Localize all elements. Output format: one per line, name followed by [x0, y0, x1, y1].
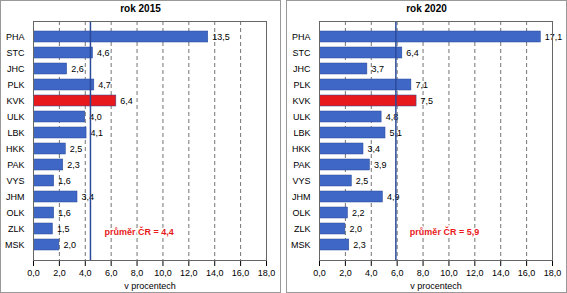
- svg-text:ULK: ULK: [7, 112, 25, 122]
- svg-text:6,4: 6,4: [120, 96, 133, 106]
- svg-text:ZLK: ZLK: [8, 224, 25, 234]
- svg-text:1,6: 1,6: [58, 176, 71, 186]
- svg-text:PHA: PHA: [6, 32, 25, 42]
- svg-text:3,7: 3,7: [371, 64, 384, 74]
- svg-text:7,1: 7,1: [415, 80, 428, 90]
- svg-text:KVK: KVK: [6, 96, 24, 106]
- svg-text:v procentech: v procentech: [410, 281, 462, 291]
- svg-text:2,0: 2,0: [53, 268, 66, 278]
- svg-text:16,0: 16,0: [518, 268, 536, 278]
- svg-text:PAK: PAK: [293, 160, 310, 170]
- svg-text:průměr ČR = 5,9: průměr ČR = 5,9: [410, 226, 479, 237]
- svg-text:3,4: 3,4: [82, 192, 95, 202]
- html-text:rok 2015: rok 2015: [120, 3, 161, 14]
- svg-text:14,0: 14,0: [492, 268, 510, 278]
- svg-text:10,0: 10,0: [440, 268, 458, 278]
- svg-text:4,6: 4,6: [97, 48, 110, 58]
- svg-text:MSK: MSK: [291, 240, 311, 250]
- svg-text:v procentech: v procentech: [124, 281, 176, 291]
- svg-text:4,0: 4,0: [89, 111, 102, 122]
- svg-text:KVK: KVK: [292, 96, 310, 106]
- svg-text:OLK: OLK: [292, 208, 310, 218]
- svg-text:4,8: 4,8: [385, 111, 399, 122]
- svg-text:1,5: 1,5: [57, 224, 70, 234]
- svg-text:LBK: LBK: [293, 128, 310, 138]
- svg-text:3,4: 3,4: [368, 144, 381, 154]
- svg-text:STC: STC: [7, 48, 26, 58]
- svg-text:OLK: OLK: [6, 208, 24, 218]
- svg-text:4,7: 4,7: [98, 80, 111, 90]
- svg-text:16,0: 16,0: [232, 268, 250, 278]
- svg-text:2,0: 2,0: [349, 224, 362, 234]
- svg-text:VYS: VYS: [6, 176, 24, 186]
- svg-text:1,6: 1,6: [58, 208, 71, 218]
- svg-text:18,0: 18,0: [544, 268, 562, 278]
- svg-text:HKK: HKK: [292, 144, 311, 154]
- svg-text:12,0: 12,0: [466, 268, 484, 278]
- svg-text:2,3: 2,3: [353, 240, 366, 250]
- svg-text:ZLK: ZLK: [294, 224, 311, 234]
- svg-text:4,0: 4,0: [365, 268, 378, 278]
- svg-text:6,0: 6,0: [105, 268, 118, 278]
- svg-text:12,0: 12,0: [180, 268, 198, 278]
- svg-text:0,0: 0,0: [27, 268, 40, 278]
- svg-text:HKK: HKK: [6, 144, 25, 154]
- svg-text:17,1: 17,1: [545, 32, 563, 42]
- svg-text:2,3: 2,3: [67, 160, 80, 170]
- svg-text:JHC: JHC: [7, 64, 25, 74]
- html-text:rok 2020: rok 2020: [406, 3, 447, 14]
- svg-text:2,6: 2,6: [71, 64, 84, 74]
- svg-text:JHC: JHC: [293, 64, 311, 74]
- svg-text:PAK: PAK: [7, 160, 24, 170]
- svg-text:JHM: JHM: [292, 192, 311, 202]
- svg-text:2,5: 2,5: [70, 144, 83, 154]
- svg-text:2,0: 2,0: [63, 240, 76, 250]
- svg-text:PLK: PLK: [7, 80, 24, 90]
- svg-text:MSK: MSK: [5, 240, 25, 250]
- svg-text:7,5: 7,5: [421, 96, 434, 106]
- svg-text:13,5: 13,5: [212, 32, 230, 42]
- svg-text:2,0: 2,0: [339, 268, 352, 278]
- svg-text:8,0: 8,0: [417, 268, 430, 278]
- svg-text:2,5: 2,5: [356, 176, 369, 186]
- svg-text:ULK: ULK: [293, 112, 311, 122]
- svg-text:6,0: 6,0: [391, 268, 404, 278]
- svg-text:PLK: PLK: [293, 80, 310, 90]
- svg-text:JHM: JHM: [6, 192, 25, 202]
- svg-text:6,4: 6,4: [406, 48, 419, 58]
- svg-text:STC: STC: [293, 48, 312, 58]
- svg-text:LBK: LBK: [7, 128, 24, 138]
- svg-text:VYS: VYS: [292, 176, 310, 186]
- svg-text:4,9: 4,9: [387, 192, 400, 202]
- svg-text:PHA: PHA: [292, 32, 311, 42]
- svg-text:8,0: 8,0: [131, 268, 144, 278]
- svg-text:3,9: 3,9: [374, 160, 387, 170]
- svg-text:5,1: 5,1: [389, 127, 402, 138]
- svg-text:10,0: 10,0: [154, 268, 172, 278]
- svg-text:4,1: 4,1: [91, 128, 104, 138]
- svg-text:2,2: 2,2: [352, 208, 365, 218]
- svg-text:průměr ČR = 4,4: průměr ČR = 4,4: [104, 226, 173, 237]
- svg-text:4,0: 4,0: [79, 268, 92, 278]
- svg-text:14,0: 14,0: [206, 268, 224, 278]
- svg-text:18,0: 18,0: [258, 268, 276, 278]
- svg-text:0,0: 0,0: [313, 268, 326, 278]
